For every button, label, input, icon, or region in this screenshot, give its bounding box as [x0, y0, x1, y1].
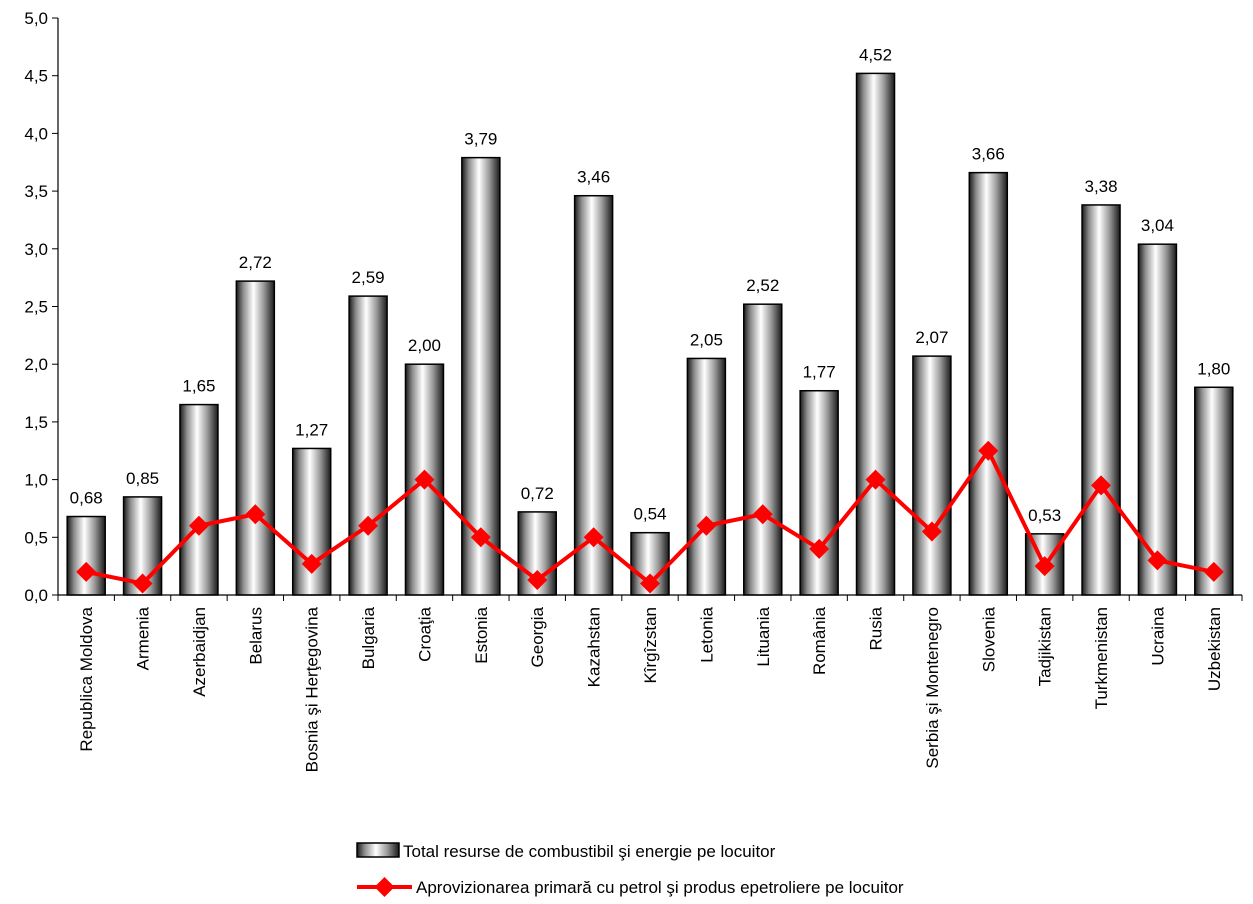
y-tick-label: 0,5	[24, 528, 48, 547]
line-point	[414, 469, 435, 490]
bar	[743, 303, 783, 596]
bar-data-label: 0,85	[126, 469, 159, 488]
line-point	[76, 561, 97, 582]
category-label: Georgia	[528, 606, 547, 667]
category-label: Slovenia	[979, 606, 998, 672]
category-label: România	[810, 606, 829, 675]
category-label: Republica Moldova	[77, 606, 96, 751]
plot-area: 0,0 0,5 1,0 1,5 2,0 2,5 3,0 3,5 4,0 4,5 5,0 0,68 Rep…	[24, 9, 1243, 772]
y-tick-label: 3,5	[24, 182, 48, 201]
bar-data-label: 0,68	[70, 489, 103, 508]
bar	[348, 295, 388, 596]
line-point	[640, 573, 660, 594]
y-tick-label: 1,0	[24, 471, 48, 490]
y-tick-label: 1,5	[24, 413, 48, 432]
bar-data-label: 3,04	[1141, 216, 1174, 235]
y-tick-label: 4,5	[24, 67, 48, 86]
category-label: Letonia	[697, 606, 716, 662]
legend-swatch-bar	[356, 842, 400, 858]
line-point	[1091, 475, 1112, 496]
line-point	[809, 538, 830, 559]
bar-data-label: 4,52	[859, 45, 892, 64]
bar	[686, 357, 727, 596]
bar-data-label: 2,05	[690, 330, 723, 349]
line-point	[1034, 556, 1055, 577]
y-tick-label: 0,0	[24, 586, 48, 605]
legend-label-line: Aprovizionarea primară cu petrol şi prod…	[416, 878, 904, 897]
line-point	[696, 515, 717, 536]
line-point	[132, 573, 153, 594]
line-point	[1203, 561, 1224, 582]
bar	[855, 72, 896, 596]
bar	[1137, 243, 1178, 596]
line-point	[1147, 550, 1168, 571]
bar-data-label: 2,00	[408, 336, 441, 355]
bar-data-label: 2,59	[352, 268, 385, 287]
category-label: Bosnia şi Herţegovina	[303, 606, 322, 772]
y-tick-label: 4,0	[24, 124, 48, 143]
bar-data-label: 3,46	[577, 168, 610, 187]
bar	[799, 389, 839, 596]
bar-data-label: 0,72	[521, 484, 554, 503]
bar	[66, 515, 106, 596]
line-point	[921, 521, 942, 542]
category-label: Serbia şi Montenegro	[923, 607, 942, 769]
bar	[235, 280, 276, 596]
category-label: Tadjikistan	[1036, 607, 1055, 686]
bar-data-label: 0,54	[633, 505, 666, 524]
bar-data-label: 1,65	[182, 377, 215, 396]
y-tick-label: 3,0	[24, 240, 48, 259]
y-tick-label: 2,5	[24, 298, 48, 317]
bar-data-label: 2,07	[915, 328, 948, 347]
bar-data-label: 2,52	[746, 276, 779, 295]
line-point	[358, 515, 379, 536]
line-point	[865, 469, 886, 490]
category-label: Azerbaidjan	[190, 607, 209, 697]
line-point	[752, 504, 773, 525]
line-point	[301, 553, 322, 574]
bar	[1194, 386, 1234, 596]
bar-data-label: 3,79	[464, 130, 497, 149]
bar-data-label: 3,66	[972, 145, 1005, 164]
category-label: Ucraina	[1148, 606, 1167, 665]
line-point	[527, 569, 548, 590]
category-label: Kîrgîzstan	[641, 607, 660, 684]
line-point	[188, 515, 209, 536]
bar	[179, 403, 219, 596]
bar-data-label: 2,72	[239, 253, 272, 272]
category-label: Rusia	[867, 606, 886, 650]
bar	[912, 355, 952, 596]
category-label: Kazahstan	[585, 607, 604, 687]
bar-data-label: 3,38	[1085, 177, 1118, 196]
category-label: Croaţia	[415, 606, 434, 661]
legend-label-bar: Total resurse de combustibil şi energie …	[403, 842, 776, 861]
line-point	[583, 527, 604, 548]
bar-data-label: 1,80	[1197, 359, 1230, 378]
line-point	[978, 440, 999, 461]
line-point	[245, 504, 266, 525]
category-label: Armenia	[134, 606, 153, 670]
category-label: Belarus	[246, 607, 265, 665]
legend: Total resurse de combustibil şi energie …	[356, 842, 904, 897]
category-label: Uzbekistan	[1205, 607, 1224, 691]
category-label: Estonia	[472, 606, 491, 663]
category-label: Bulgaria	[359, 606, 378, 669]
category-label: Turkmenistan	[1092, 607, 1111, 709]
bar	[968, 171, 1009, 596]
legend-swatch-marker	[374, 877, 395, 897]
bar-data-label: 0,53	[1028, 506, 1061, 525]
y-tick-label: 2,0	[24, 355, 48, 374]
bar-data-label: 1,27	[295, 420, 328, 439]
y-tick-label: 5,0	[24, 9, 48, 28]
bar	[1081, 204, 1121, 596]
bar-data-label: 1,77	[803, 363, 836, 382]
line-point	[470, 527, 491, 548]
category-label: Lituania	[754, 606, 773, 666]
